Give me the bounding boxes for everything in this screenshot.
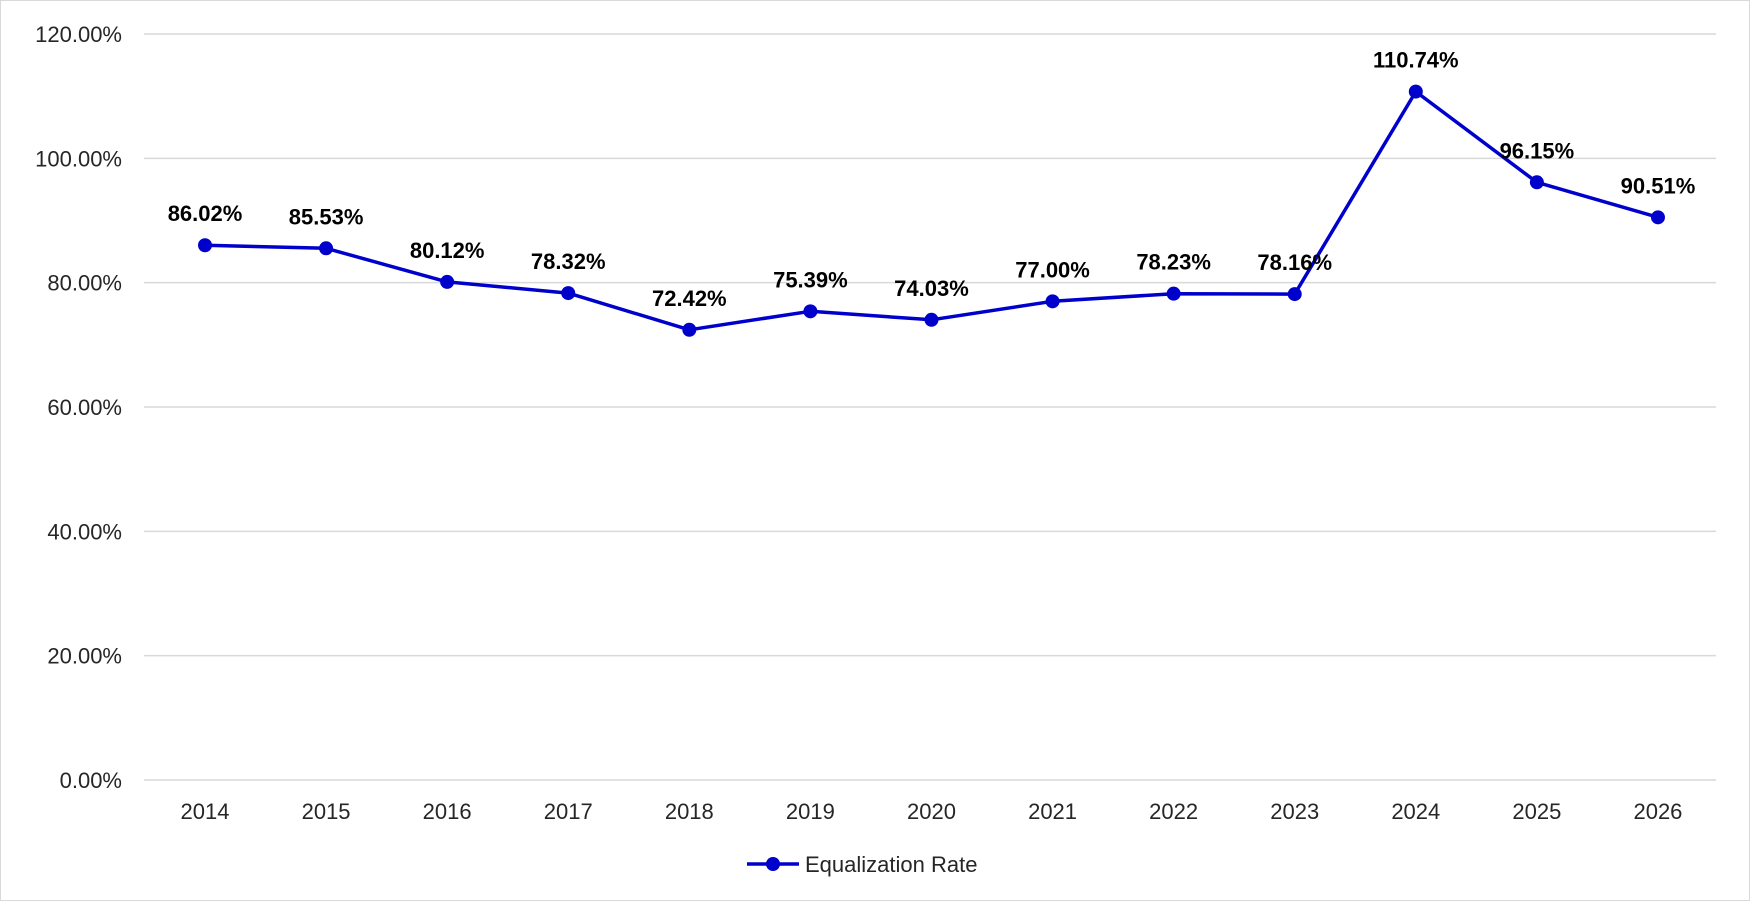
data-label: 110.74% bbox=[1373, 48, 1459, 73]
data-labels: 86.02% 85.53% 80.12% 78.32% 72.42% 75.39% 74.0… bbox=[168, 48, 1696, 311]
legend-marker-swatch bbox=[766, 857, 780, 871]
data-point bbox=[198, 238, 212, 253]
legend: Equalization Rate bbox=[747, 852, 977, 877]
y-tick-label: 80.00% bbox=[47, 271, 122, 296]
data-point bbox=[682, 322, 697, 337]
data-point bbox=[924, 312, 939, 327]
data-point bbox=[1529, 175, 1544, 190]
data-label: 90.51% bbox=[1621, 173, 1696, 198]
data-point bbox=[440, 274, 455, 289]
y-tick-label: 20.00% bbox=[47, 644, 122, 669]
legend-label: Equalization Rate bbox=[805, 852, 977, 877]
series-equalization-rate bbox=[198, 84, 1665, 337]
x-tick-label: 2021 bbox=[1028, 799, 1077, 824]
data-point bbox=[1650, 210, 1665, 225]
x-tick-label: 2022 bbox=[1149, 799, 1198, 824]
y-tick-label: 60.00% bbox=[47, 395, 122, 420]
data-point bbox=[803, 304, 818, 319]
data-label: 96.15% bbox=[1500, 138, 1575, 163]
data-point bbox=[1408, 84, 1423, 99]
gridlines bbox=[144, 33, 1716, 781]
y-axis-tick-labels: 0.00% 20.00% 40.00% 60.00% 80.00% 100.00% 120.… bbox=[35, 22, 122, 793]
x-tick-label: 2018 bbox=[665, 799, 714, 824]
data-label: 78.23% bbox=[1136, 250, 1211, 275]
data-label: 85.53% bbox=[289, 204, 364, 229]
x-tick-label: 2025 bbox=[1512, 799, 1561, 824]
x-tick-label: 2026 bbox=[1633, 799, 1682, 824]
x-tick-label: 2017 bbox=[544, 799, 593, 824]
data-label: 75.39% bbox=[773, 267, 848, 292]
x-tick-label: 2015 bbox=[302, 799, 351, 824]
y-tick-label: 120.00% bbox=[35, 22, 122, 47]
data-point bbox=[1166, 286, 1181, 301]
data-label: 78.16% bbox=[1257, 250, 1332, 275]
data-label: 86.02% bbox=[168, 201, 243, 226]
x-tick-label: 2024 bbox=[1391, 799, 1440, 824]
data-label: 80.12% bbox=[410, 238, 485, 263]
x-axis-tick-labels: 2014 2015 2016 2017 2018 2019 2020 2021 2022 2023… bbox=[181, 799, 1683, 824]
data-point bbox=[1287, 287, 1302, 302]
data-point bbox=[561, 286, 576, 301]
x-tick-label: 2016 bbox=[423, 799, 472, 824]
data-point bbox=[1045, 294, 1060, 309]
data-point bbox=[319, 241, 334, 256]
x-tick-label: 2014 bbox=[181, 799, 230, 824]
x-tick-label: 2020 bbox=[907, 799, 956, 824]
data-label: 78.32% bbox=[531, 249, 606, 274]
y-tick-label: 0.00% bbox=[60, 768, 122, 793]
y-tick-label: 40.00% bbox=[47, 519, 122, 544]
x-tick-label: 2023 bbox=[1270, 799, 1319, 824]
data-label: 72.42% bbox=[652, 286, 727, 311]
data-label: 74.03% bbox=[894, 276, 969, 301]
data-label: 77.00% bbox=[1015, 257, 1090, 282]
x-tick-label: 2019 bbox=[786, 799, 835, 824]
y-tick-label: 100.00% bbox=[35, 146, 122, 171]
